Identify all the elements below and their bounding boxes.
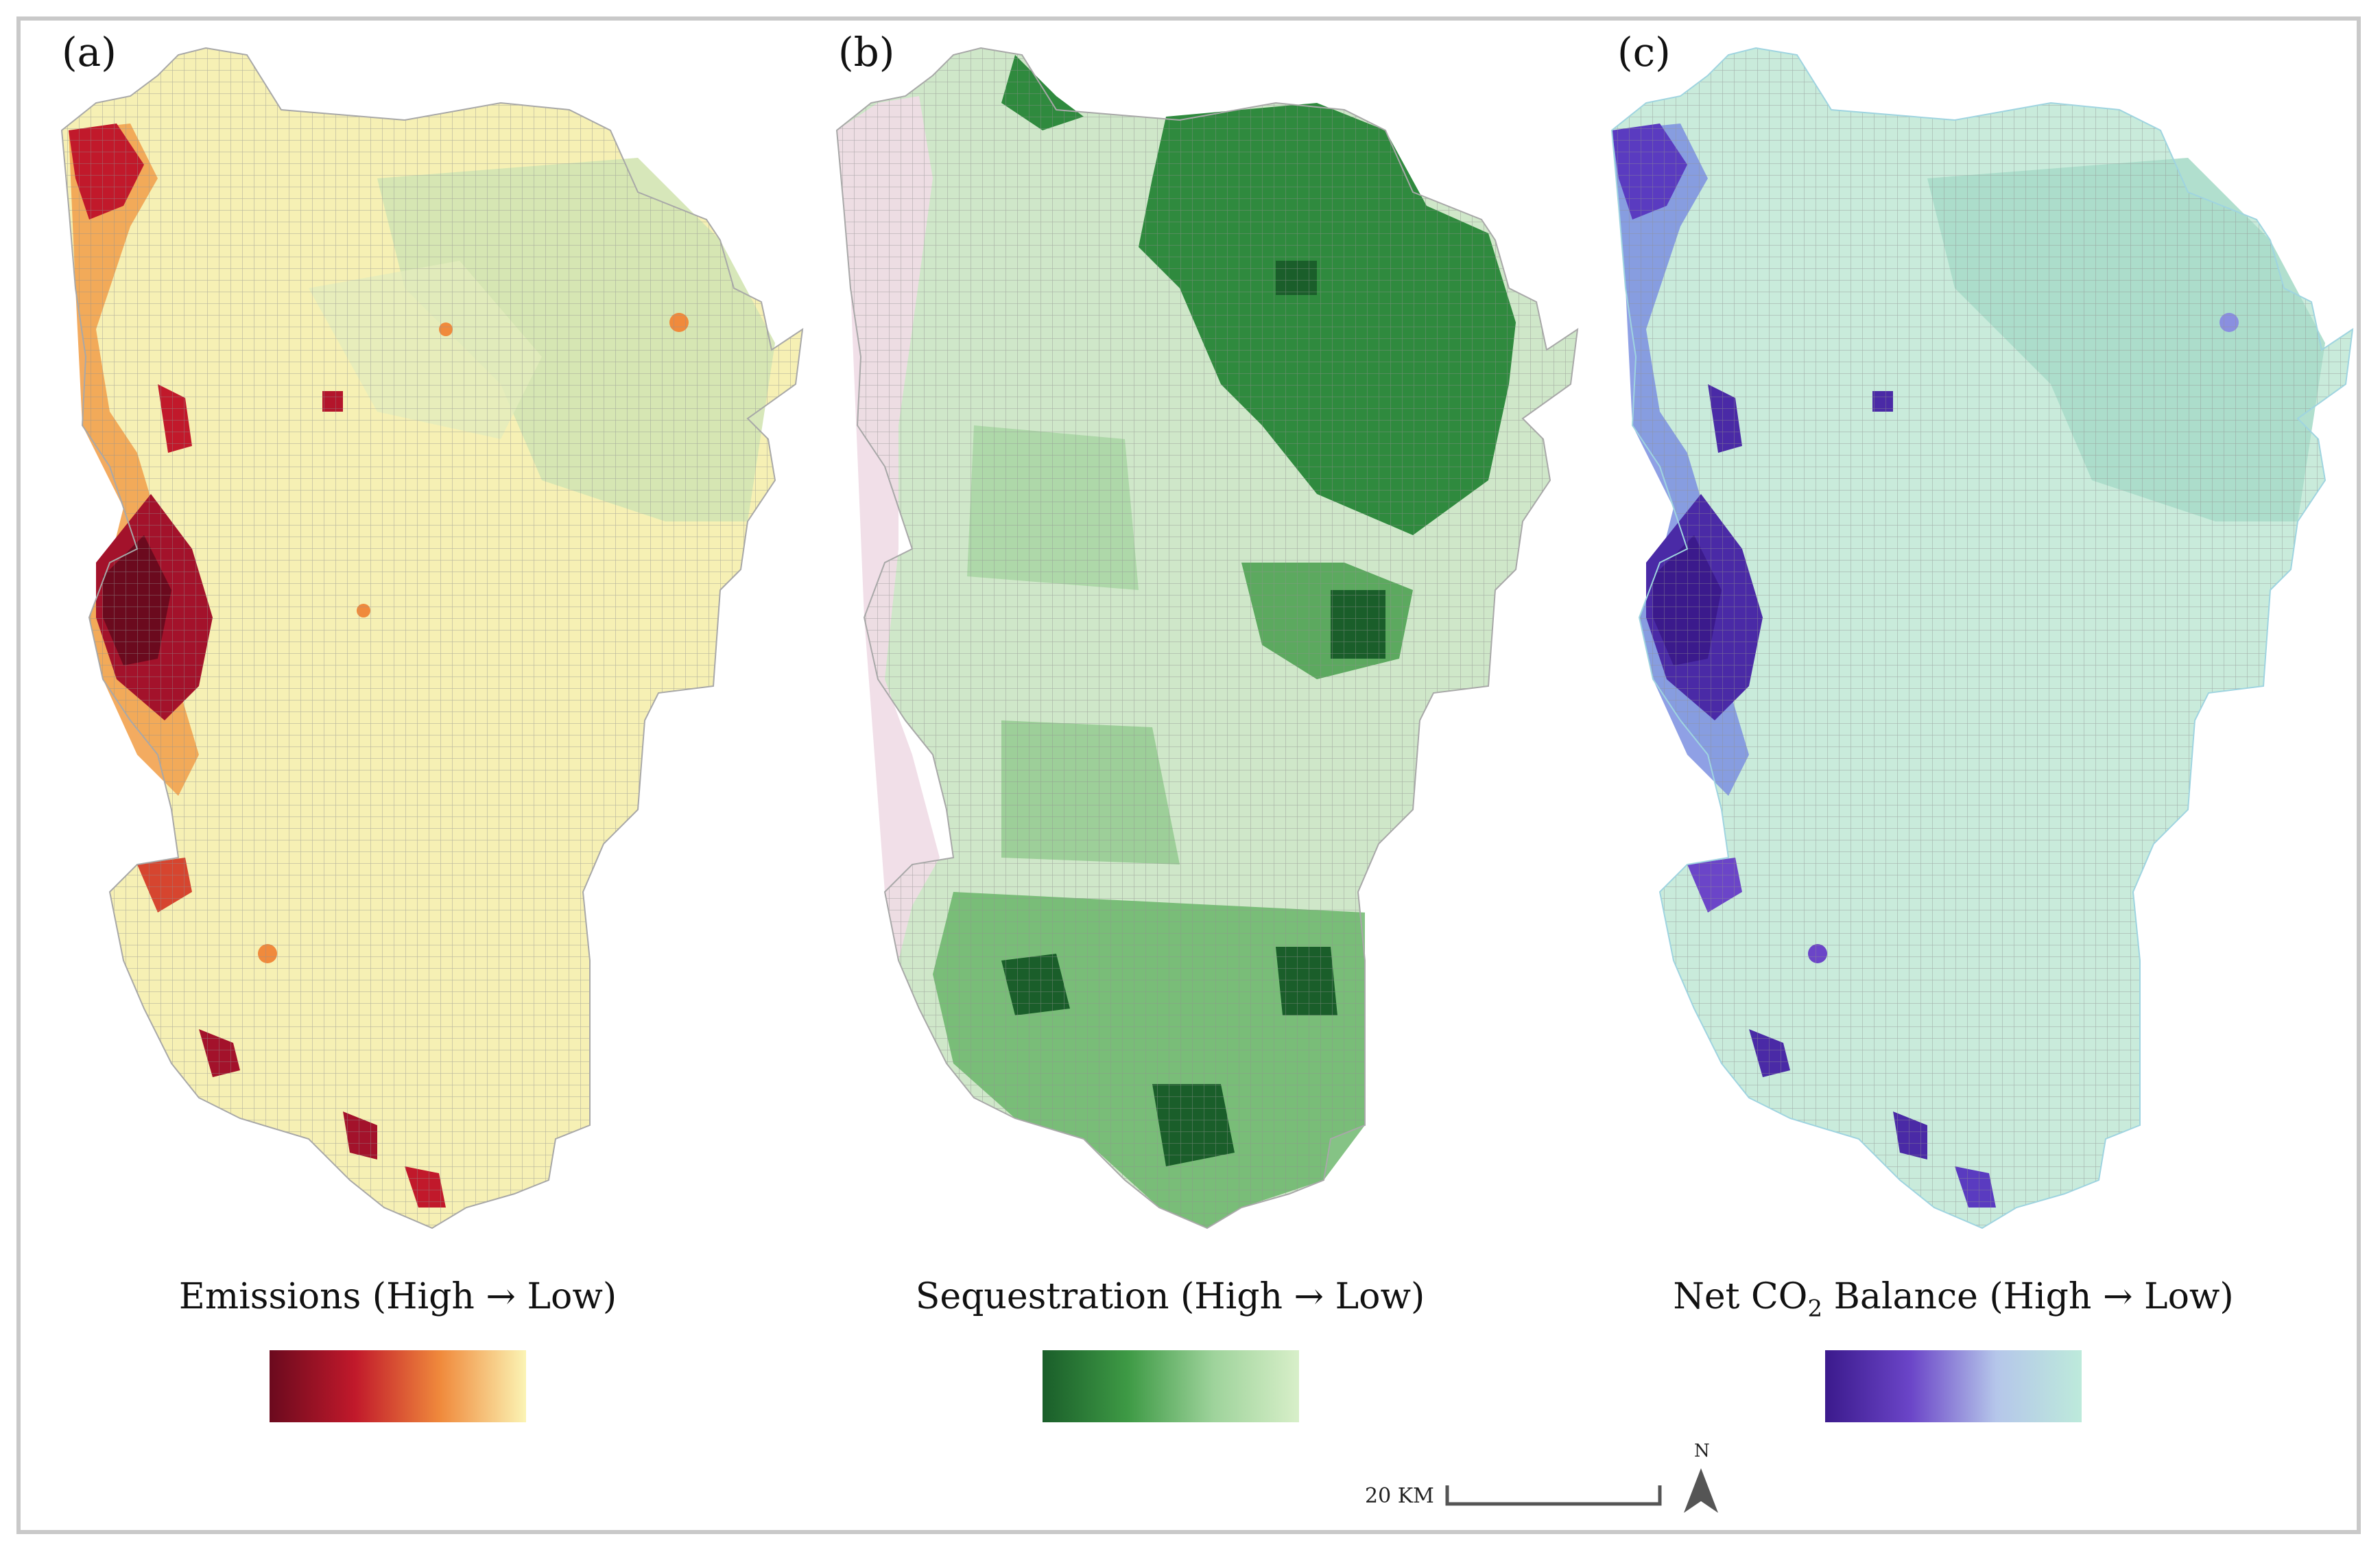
color-ramp-emissions — [270, 1350, 526, 1422]
legend-title-net-balance: Net CO2 Balance (High → Low) — [1673, 1276, 2234, 1323]
legend-title-emissions: Emissions (High → Low) — [178, 1276, 617, 1317]
panel-label-b: (b) — [838, 29, 895, 75]
color-ramp-net-balance — [1825, 1350, 2082, 1422]
legend-title-sequestration: Sequestration (High → Low) — [915, 1276, 1425, 1317]
map-net-balance — [1611, 47, 2353, 1229]
north-arrow-icon — [1684, 1468, 1718, 1513]
scale-bar — [1445, 1485, 1662, 1506]
scale-bar-label: 20 KM — [1365, 1484, 1434, 1508]
panel-label-a: (a) — [62, 29, 117, 75]
figure-frame — [16, 16, 2361, 1534]
map-emissions — [61, 47, 803, 1229]
north-label: N — [1694, 1441, 1710, 1461]
color-ramp-sequestration — [1043, 1350, 1299, 1422]
map-sequestration — [836, 47, 1578, 1229]
panel-label-c: (c) — [1617, 29, 1671, 75]
